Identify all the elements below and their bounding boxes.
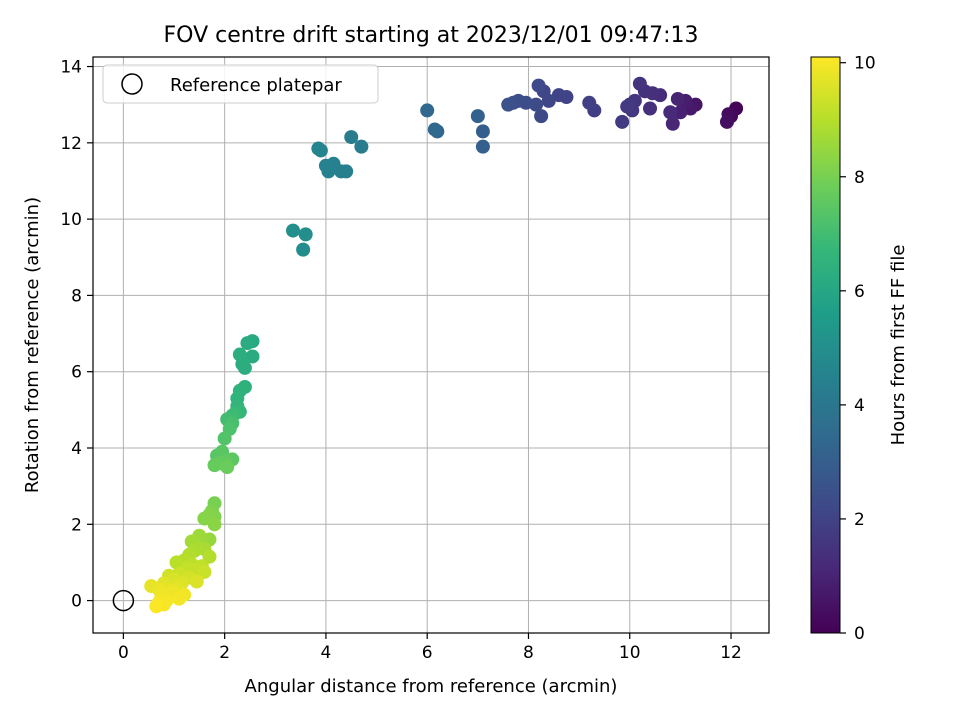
colorbar-tick-label: 6 bbox=[854, 282, 865, 302]
scatter-point bbox=[615, 114, 630, 129]
scatter-point bbox=[531, 78, 546, 93]
scatter-point bbox=[475, 139, 490, 154]
y-tick-label: 2 bbox=[71, 515, 82, 535]
x-tick-label: 10 bbox=[619, 643, 641, 663]
grid-lines bbox=[93, 57, 769, 633]
colorbar-tick-label: 2 bbox=[854, 510, 865, 530]
x-tick-label: 8 bbox=[523, 643, 534, 663]
scatter-point bbox=[673, 105, 688, 120]
y-tick-label: 0 bbox=[71, 592, 82, 612]
scatter-point bbox=[197, 564, 212, 579]
scatter-point bbox=[643, 101, 658, 116]
colorbar-ticks: 0 2 4 6 8 10 bbox=[840, 54, 876, 644]
scatter-point bbox=[719, 114, 734, 129]
scatter-point bbox=[475, 124, 490, 139]
scatter-point bbox=[220, 460, 235, 475]
scatter-point bbox=[286, 223, 301, 238]
scatter-point bbox=[470, 109, 485, 124]
reference-point bbox=[112, 589, 135, 612]
y-axis-ticks: 0 2 4 6 8 10 12 14 bbox=[60, 58, 93, 612]
x-axis-label: Angular distance from reference (arcmin) bbox=[245, 676, 618, 697]
legend: Reference platepar bbox=[102, 64, 379, 104]
colorbar-tick-label: 0 bbox=[854, 624, 865, 644]
scatter-points bbox=[144, 76, 744, 614]
scatter-point bbox=[670, 91, 685, 106]
y-tick-label: 6 bbox=[71, 363, 82, 383]
legend-box bbox=[102, 64, 379, 104]
scatter-point bbox=[427, 122, 442, 137]
scatter-point bbox=[232, 347, 247, 362]
colorbar-tick-label: 10 bbox=[854, 54, 876, 74]
scatter-point bbox=[582, 95, 597, 110]
legend-marker bbox=[121, 73, 143, 95]
scatter-point bbox=[420, 103, 435, 118]
scatter-point bbox=[202, 549, 217, 564]
reference-marker bbox=[112, 589, 135, 612]
scatter-point bbox=[354, 139, 369, 154]
x-tick-label: 12 bbox=[720, 643, 742, 663]
x-tick-label: 2 bbox=[219, 643, 230, 663]
x-axis-ticks: 0 2 4 6 8 10 12 bbox=[118, 633, 742, 663]
scatter-point bbox=[311, 141, 326, 156]
scatter-point bbox=[207, 458, 222, 473]
y-tick-label: 4 bbox=[71, 439, 82, 459]
scatter-point bbox=[149, 599, 164, 614]
colorbar-label: Hours from first FF file bbox=[888, 245, 909, 446]
y-tick-label: 12 bbox=[60, 134, 82, 154]
colorbar bbox=[810, 56, 841, 634]
scatter-point bbox=[298, 227, 313, 242]
y-tick-label: 8 bbox=[71, 286, 82, 306]
scatter-point bbox=[344, 130, 359, 145]
scatter-point bbox=[632, 76, 647, 91]
y-tick-label: 14 bbox=[60, 58, 82, 78]
scatter-point bbox=[501, 97, 516, 112]
scatter-point bbox=[665, 116, 680, 131]
legend-entry: Reference platepar bbox=[170, 75, 342, 96]
y-axis-label: Rotation from reference (arcmin) bbox=[22, 197, 43, 493]
x-tick-label: 6 bbox=[422, 643, 433, 663]
scatter-point bbox=[207, 517, 222, 532]
scatter-point bbox=[240, 336, 255, 351]
plot-frame bbox=[92, 56, 770, 634]
scatter-point bbox=[318, 158, 333, 173]
y-tick-label: 10 bbox=[60, 210, 82, 230]
scatter-point bbox=[534, 109, 549, 124]
scatter-point bbox=[663, 105, 678, 120]
scatter-point bbox=[189, 574, 204, 589]
colorbar-tick-label: 8 bbox=[854, 168, 865, 188]
scatter-point bbox=[296, 242, 311, 257]
x-tick-label: 4 bbox=[321, 643, 332, 663]
scatter-point bbox=[217, 431, 232, 446]
x-tick-label: 0 bbox=[118, 643, 129, 663]
scatter-point bbox=[172, 591, 187, 606]
chart-title: FOV centre drift starting at 2023/12/01 … bbox=[164, 23, 699, 48]
colorbar-tick-label: 4 bbox=[854, 396, 865, 416]
scatter-point bbox=[620, 99, 635, 114]
scatter-point bbox=[245, 349, 260, 364]
